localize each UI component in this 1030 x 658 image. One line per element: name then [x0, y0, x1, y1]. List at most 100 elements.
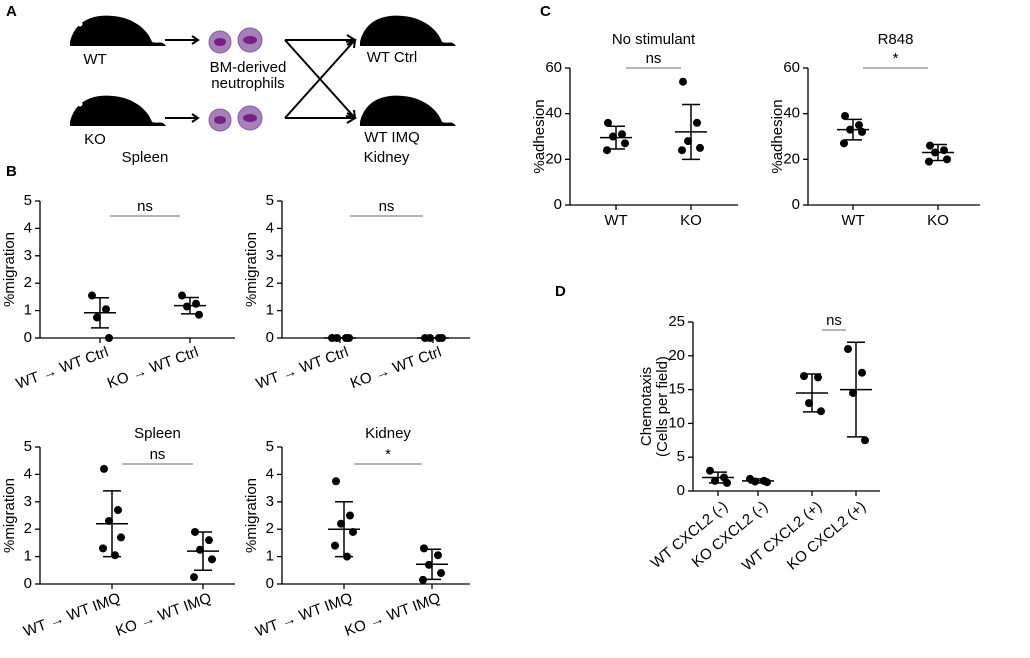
data-point: [195, 310, 203, 319]
x-tick-label: WT → WT IMQ: [21, 590, 123, 641]
x-tick-label: KO → WT IMQ: [342, 590, 442, 640]
panel-label: C: [540, 3, 551, 20]
chart-title: No stimulant: [612, 31, 696, 48]
data-point: [346, 511, 354, 520]
y-tick-label: 4: [24, 219, 32, 236]
x-tick-label: WT → WT IMQ: [253, 590, 355, 641]
y-tick-label: 0: [24, 329, 32, 346]
significance-label: *: [385, 446, 391, 463]
y-tick-label: 5: [266, 438, 274, 455]
y-tick-label: 2: [24, 274, 32, 291]
sd-bar: [103, 490, 121, 558]
data-point: [178, 291, 186, 300]
x-tick-label: WT → WT Ctrl: [14, 344, 111, 393]
significance-label: ns: [150, 446, 166, 463]
sd-bar: [709, 471, 727, 484]
mouse: [360, 15, 456, 46]
sd-bar: [423, 548, 441, 581]
data-point: [205, 536, 213, 545]
x-tick-label: KO: [680, 212, 702, 229]
data-point: [192, 299, 200, 308]
y-tick-label: 5: [677, 448, 685, 465]
data-point: [420, 544, 428, 553]
arrows: [165, 34, 357, 124]
y-tick-label: 20: [545, 150, 562, 167]
y-tick-label: 20: [783, 150, 800, 167]
sd-bar: [181, 296, 199, 315]
data-point: [840, 139, 848, 148]
y-tick-label: 15: [668, 381, 685, 398]
y-tick-label: 25: [668, 313, 685, 330]
data-point: [800, 372, 808, 381]
data-point: [604, 118, 612, 127]
y-tick-label: 0: [24, 575, 32, 592]
sd-bar: [847, 341, 865, 438]
y-tick-label: 1: [24, 302, 32, 319]
panel-label: D: [555, 283, 566, 300]
data-point: [105, 334, 113, 342]
significance-label: ns: [379, 198, 395, 215]
y-tick-label: 10: [668, 414, 685, 431]
data-point: [337, 519, 345, 528]
mouse: [70, 95, 166, 126]
x-tick-label: KO CXCL2 (+): [784, 498, 869, 573]
y-tick-label: 0: [677, 482, 685, 499]
chart-title: Kidney: [364, 149, 410, 166]
y-axis-label: %adhesion: [769, 99, 786, 173]
y-tick-label: 3: [266, 493, 274, 510]
label: neutrophils: [211, 75, 284, 92]
data-point: [925, 157, 933, 166]
sd-bar: [194, 531, 212, 572]
y-tick-label: 40: [545, 105, 562, 122]
data-point: [814, 373, 822, 382]
sd-bar: [91, 296, 109, 329]
x-tick-label: KO → WT Ctrl: [105, 344, 201, 393]
y-tick-label: 2: [266, 274, 274, 291]
label: KO: [84, 131, 106, 148]
data-point: [618, 130, 626, 139]
data-point: [679, 77, 687, 86]
sd-bar: [749, 478, 767, 484]
sd-bar: [607, 125, 625, 150]
data-point: [331, 541, 339, 550]
data-point: [102, 305, 110, 314]
data-point: [93, 313, 101, 322]
data-point: [621, 139, 629, 148]
y-tick-label: 4: [266, 219, 274, 236]
mouse: [70, 15, 166, 46]
y-tick-label: 3: [24, 493, 32, 510]
x-tick-label: KO → WT IMQ: [113, 590, 213, 640]
data-point: [861, 436, 869, 445]
x-tick-label: WT: [841, 212, 864, 229]
y-tick-label: 0: [266, 575, 274, 592]
nuclei: [214, 36, 257, 124]
y-tick-label: 60: [545, 59, 562, 76]
y-axis-label: %migration: [243, 232, 260, 307]
y-axis-label: %migration: [243, 478, 260, 553]
y-axis-label: %migration: [1, 478, 18, 553]
data-point: [858, 368, 866, 377]
y-tick-label: 0: [554, 196, 562, 213]
mouse-eye: [77, 21, 83, 27]
data-point: [696, 143, 704, 152]
data-point: [943, 155, 951, 164]
data-point: [332, 477, 340, 486]
x-tick-label: WT: [604, 212, 627, 229]
sd-bar: [929, 143, 947, 162]
y-tick-label: 2: [266, 520, 274, 537]
mouse: [360, 95, 456, 126]
sd-bar: [335, 501, 353, 558]
data-point: [114, 506, 122, 515]
data-point: [437, 569, 445, 578]
y-tick-label: 1: [266, 548, 274, 565]
significance-label: ns: [826, 312, 842, 329]
x-tick-label: WT → WT Ctrl: [254, 344, 351, 393]
data-point: [99, 544, 107, 553]
y-tick-label: 1: [266, 302, 274, 319]
mouse-eye: [77, 101, 83, 107]
chart-title: R848: [878, 31, 914, 48]
data-point: [190, 573, 198, 582]
data-point: [434, 551, 442, 560]
panel-label: B: [6, 163, 17, 180]
